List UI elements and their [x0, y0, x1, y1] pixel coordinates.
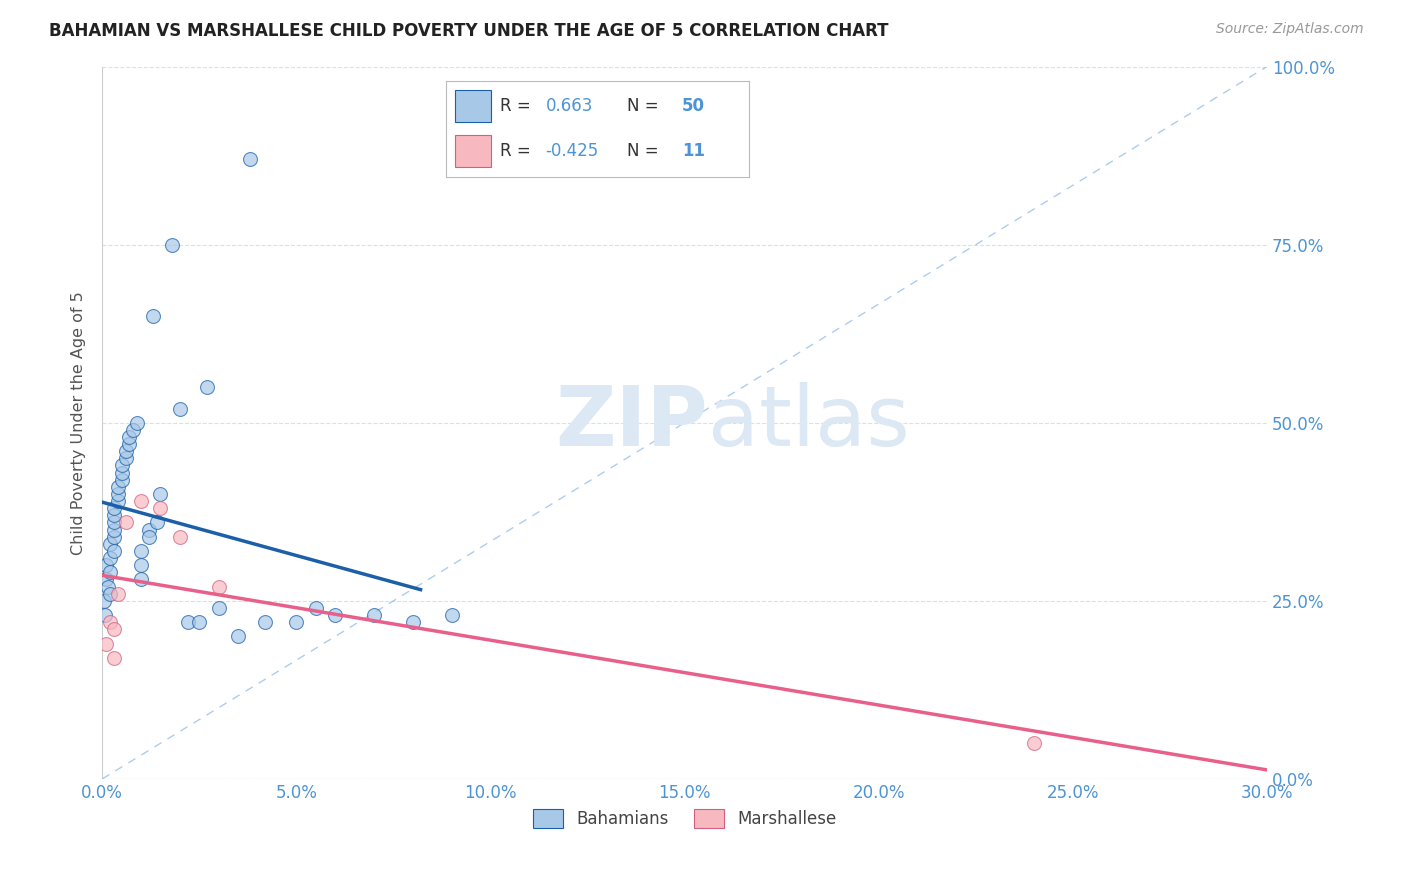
- Point: [111, 458, 134, 473]
- Point: [103, 650, 125, 665]
- Y-axis label: Child Poverty Under the Age of 5: Child Poverty Under the Age of 5: [72, 291, 86, 555]
- Point: [114, 444, 136, 458]
- Point: [94, 558, 117, 573]
- Point: [114, 451, 136, 466]
- Point: [208, 601, 231, 615]
- Point: [323, 608, 346, 623]
- Point: [107, 494, 129, 508]
- Point: [226, 630, 249, 644]
- Point: [127, 416, 149, 430]
- Point: [98, 587, 121, 601]
- Point: [107, 587, 129, 601]
- Point: [188, 615, 211, 630]
- Point: [107, 487, 129, 501]
- Point: [122, 423, 145, 437]
- Point: [285, 615, 308, 630]
- Point: [138, 530, 160, 544]
- Point: [103, 523, 125, 537]
- Point: [98, 566, 121, 580]
- Point: [111, 466, 134, 480]
- Point: [103, 508, 125, 523]
- Point: [103, 530, 125, 544]
- Point: [98, 615, 121, 630]
- Point: [129, 558, 152, 573]
- Point: [239, 152, 262, 166]
- Point: [94, 636, 117, 650]
- Point: [176, 615, 198, 630]
- Point: [129, 544, 152, 558]
- Point: [402, 615, 425, 630]
- Point: [103, 501, 125, 516]
- Point: [118, 430, 141, 444]
- Text: BAHAMIAN VS MARSHALLESE CHILD POVERTY UNDER THE AGE OF 5 CORRELATION CHART: BAHAMIAN VS MARSHALLESE CHILD POVERTY UN…: [49, 22, 889, 40]
- Point: [98, 551, 121, 566]
- Point: [93, 594, 115, 608]
- Point: [208, 580, 231, 594]
- Point: [129, 573, 152, 587]
- Point: [160, 237, 183, 252]
- Text: ZIP: ZIP: [555, 383, 707, 463]
- Point: [254, 615, 277, 630]
- Point: [98, 537, 121, 551]
- Point: [94, 573, 117, 587]
- Point: [107, 480, 129, 494]
- Point: [145, 516, 167, 530]
- Point: [363, 608, 385, 623]
- Text: Source: ZipAtlas.com: Source: ZipAtlas.com: [1216, 22, 1364, 37]
- Point: [169, 530, 191, 544]
- Point: [169, 401, 191, 416]
- Point: [94, 608, 117, 623]
- Point: [195, 380, 218, 394]
- Point: [129, 494, 152, 508]
- Point: [1022, 736, 1045, 750]
- Point: [103, 516, 125, 530]
- Point: [305, 601, 328, 615]
- Point: [114, 516, 136, 530]
- Legend: Bahamians, Marshallese: Bahamians, Marshallese: [526, 802, 842, 835]
- Point: [111, 473, 134, 487]
- Point: [118, 437, 141, 451]
- Point: [103, 623, 125, 637]
- Point: [440, 608, 463, 623]
- Point: [103, 544, 125, 558]
- Point: [138, 523, 160, 537]
- Point: [142, 309, 165, 323]
- Point: [149, 501, 172, 516]
- Point: [97, 580, 120, 594]
- Text: atlas: atlas: [707, 383, 910, 463]
- Point: [149, 487, 172, 501]
